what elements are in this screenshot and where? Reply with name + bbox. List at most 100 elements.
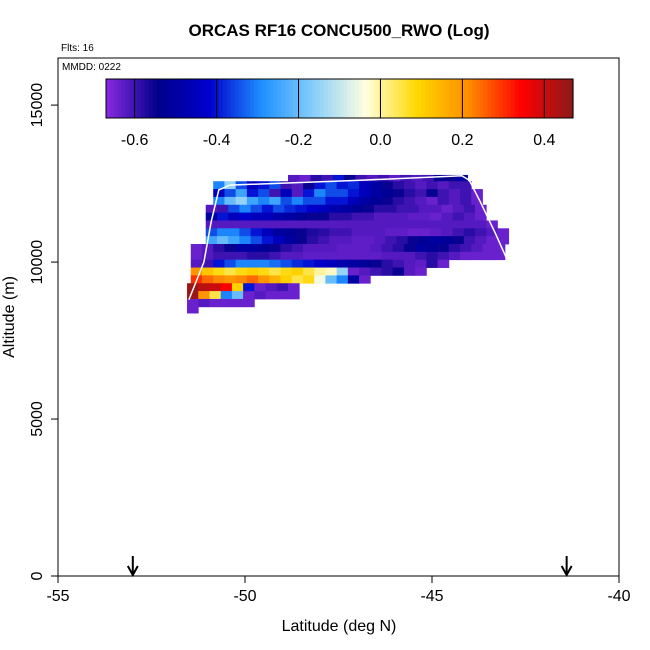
heatmap-cell xyxy=(329,236,341,245)
heatmap-cell xyxy=(359,267,371,276)
colorbar-segment xyxy=(530,79,535,118)
heatmap-cell xyxy=(370,251,382,261)
heatmap-cell xyxy=(347,275,360,284)
colorbar-segment xyxy=(304,79,309,118)
heatmap-cell xyxy=(321,174,334,184)
colorbar-tick-label: 0.2 xyxy=(451,132,473,149)
heatmap-cell xyxy=(317,220,330,229)
heatmap-cell xyxy=(426,244,439,253)
heatmap-cell xyxy=(246,275,259,284)
heatmap-cell xyxy=(243,283,255,292)
heatmap-cell xyxy=(475,220,487,229)
heatmap-cell xyxy=(306,236,319,245)
heatmap-cell xyxy=(258,181,270,190)
heatmap-cell xyxy=(493,251,506,261)
colorbar-segment xyxy=(537,79,543,118)
colorbar-segment xyxy=(436,79,442,118)
heatmap-cell xyxy=(209,298,222,308)
heatmap-cell xyxy=(269,244,281,253)
colorbar-segment xyxy=(316,79,321,118)
heatmap-cell xyxy=(475,228,487,237)
colorbar-segment xyxy=(168,79,173,118)
colorbar-segment xyxy=(141,79,146,118)
colorbar-segment xyxy=(479,79,485,118)
heatmap-cell xyxy=(295,204,308,214)
heatmap-cell xyxy=(310,174,323,184)
flights-label: Flts: 16 xyxy=(61,43,94,54)
heatmap-cell xyxy=(347,181,360,190)
heatmap-cell xyxy=(340,220,352,229)
heatmap-cell xyxy=(392,259,405,268)
x-axis: -55 -50 -45 -40 xyxy=(46,576,631,605)
heatmap-cell xyxy=(329,220,341,229)
heatmap-cell xyxy=(280,244,293,253)
heatmap-cell xyxy=(430,220,442,229)
heatmap-cell xyxy=(280,189,293,198)
heatmap-cell xyxy=(302,259,315,268)
heatmap-cell xyxy=(403,251,416,261)
heatmap-cell xyxy=(201,259,214,268)
colorbar-segment xyxy=(320,79,325,118)
heatmap-cell xyxy=(407,220,420,229)
colorbar-segment xyxy=(413,79,418,118)
heatmap-cell xyxy=(246,259,259,268)
heatmap-cell xyxy=(325,267,338,276)
colorbar-segment xyxy=(187,79,193,118)
heatmap-cell xyxy=(302,189,315,198)
heatmap-cell xyxy=(306,212,319,221)
heatmap-cell xyxy=(325,181,338,190)
heatmap-cell xyxy=(426,196,439,206)
heatmap-cell xyxy=(243,291,255,300)
heatmap-cell xyxy=(396,204,409,214)
heatmap-cell xyxy=(239,220,252,229)
colorbar-segment xyxy=(265,79,271,118)
heatmap-cell xyxy=(317,212,330,221)
heatmap-cell xyxy=(370,181,382,190)
heatmap-cell xyxy=(336,181,349,190)
heatmap-cell xyxy=(359,189,371,198)
heatmap-cell xyxy=(314,251,326,261)
colorbar-frame xyxy=(105,78,574,119)
colorbar-segment xyxy=(569,79,574,118)
heatmap-cell xyxy=(258,196,270,206)
heatmap-cell xyxy=(452,228,465,237)
heatmap-cell xyxy=(201,267,214,276)
heatmap-cell xyxy=(258,244,270,253)
heatmap-cell xyxy=(359,181,371,190)
heatmap-cell xyxy=(385,204,397,214)
colorbar-tick-label: -0.6 xyxy=(121,132,149,149)
heatmap-cell xyxy=(284,220,296,229)
heatmap-cell xyxy=(246,196,259,206)
heatmap-cell xyxy=(437,189,450,198)
heatmap-cell xyxy=(441,212,453,221)
colorbar-segment xyxy=(526,79,531,118)
heatmap-cell xyxy=(284,228,296,237)
heatmap-cell xyxy=(418,220,431,229)
heatmap-cell xyxy=(291,275,304,284)
colorbar-segment xyxy=(351,79,356,118)
heatmap-cell xyxy=(403,189,416,198)
heatmap-cell xyxy=(385,212,397,221)
flight-track-line xyxy=(188,174,508,300)
heatmap-cell xyxy=(314,244,326,253)
heatmap-cell xyxy=(392,244,405,253)
colorbar-segment xyxy=(164,79,169,118)
colorbar-segment xyxy=(156,79,162,118)
heatmap-cell xyxy=(314,189,326,198)
heatmap-cell xyxy=(381,189,394,198)
heatmap-cell xyxy=(235,275,248,284)
colorbar-segment xyxy=(467,79,473,118)
heatmap-cell xyxy=(471,251,483,261)
heatmap-cell xyxy=(475,212,487,221)
heatmap-cell xyxy=(213,267,225,276)
colorbar-segment xyxy=(323,79,329,118)
heatmap-cell xyxy=(246,181,259,190)
colorbar-segment xyxy=(179,79,185,118)
colorbar-segment xyxy=(238,79,243,118)
heatmap-cell xyxy=(418,228,431,237)
heatmap-cell xyxy=(362,236,375,245)
heatmap-cell xyxy=(403,267,416,276)
heatmap-cell xyxy=(418,236,431,245)
heatmap-cell xyxy=(261,220,274,229)
colorbar-segment xyxy=(502,79,508,118)
